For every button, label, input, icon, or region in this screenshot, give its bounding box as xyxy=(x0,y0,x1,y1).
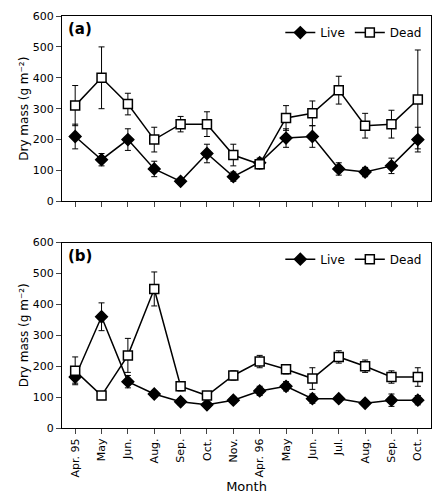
svg-text:May: May xyxy=(280,438,293,461)
svg-text:Sep.: Sep. xyxy=(385,438,398,462)
svg-text:600: 600 xyxy=(33,10,54,23)
svg-text:200: 200 xyxy=(33,360,54,373)
svg-text:Dry mass (g m⁻²): Dry mass (g m⁻²) xyxy=(17,283,31,387)
svg-text:Jun.: Jun. xyxy=(306,438,319,460)
svg-text:400: 400 xyxy=(33,72,54,85)
svg-text:Dead: Dead xyxy=(390,253,422,267)
svg-text:Apr. 95: Apr. 95 xyxy=(69,438,82,477)
svg-text:Jul.: Jul. xyxy=(332,438,345,456)
svg-text:(a): (a) xyxy=(68,20,92,38)
svg-text:Live: Live xyxy=(320,253,345,267)
svg-text:100: 100 xyxy=(33,391,54,404)
svg-text:(b): (b) xyxy=(68,247,92,265)
svg-text:300: 300 xyxy=(33,103,54,116)
svg-text:Sep.: Sep. xyxy=(174,438,187,462)
svg-text:Month: Month xyxy=(226,479,267,494)
svg-text:Dry mass (g m⁻²): Dry mass (g m⁻²) xyxy=(17,57,31,161)
svg-text:200: 200 xyxy=(33,133,54,146)
svg-text:Oct.: Oct. xyxy=(411,438,424,461)
svg-text:Aug.: Aug. xyxy=(359,438,372,463)
svg-text:May: May xyxy=(95,438,108,461)
svg-text:Live: Live xyxy=(320,26,345,40)
svg-text:Dead: Dead xyxy=(390,26,422,40)
svg-text:500: 500 xyxy=(33,41,54,54)
svg-text:0: 0 xyxy=(47,422,54,435)
svg-text:Apr. 96: Apr. 96 xyxy=(253,438,266,477)
svg-text:Oct.: Oct. xyxy=(201,438,214,461)
svg-text:300: 300 xyxy=(33,329,54,342)
svg-text:0: 0 xyxy=(47,195,54,208)
svg-text:600: 600 xyxy=(33,236,54,249)
svg-text:100: 100 xyxy=(33,164,54,177)
svg-text:400: 400 xyxy=(33,298,54,311)
svg-text:Aug.: Aug. xyxy=(148,438,161,463)
svg-text:Jun.: Jun. xyxy=(121,438,134,460)
svg-text:Nov.: Nov. xyxy=(227,438,240,462)
svg-text:500: 500 xyxy=(33,267,54,280)
